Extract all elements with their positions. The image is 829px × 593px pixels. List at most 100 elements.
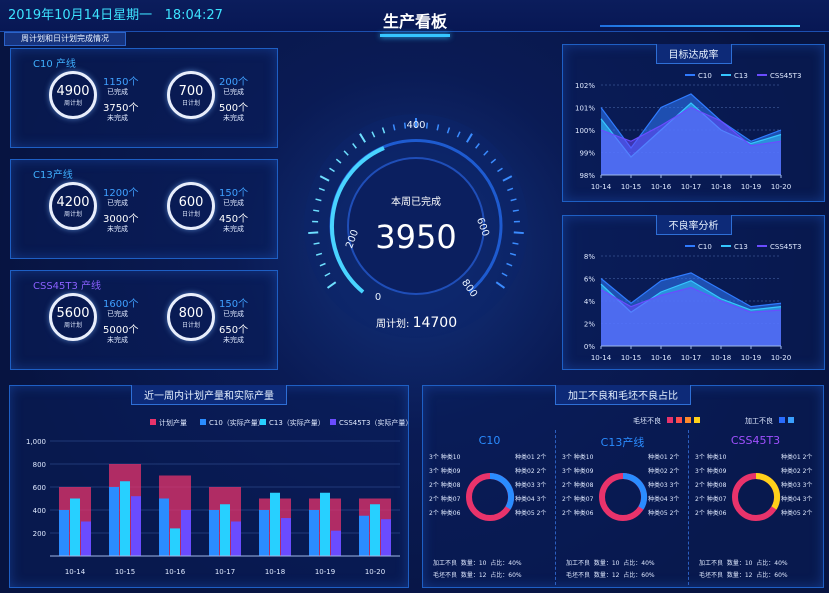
gauge-tick-mark	[318, 187, 325, 192]
ring-left-count: 3个	[429, 468, 439, 475]
bar-actual	[309, 510, 319, 556]
gauge-tick-mark	[456, 131, 461, 138]
day-undone: 450个	[219, 214, 249, 225]
weekly-output-title: 近一周内计划产量和实际产量	[131, 385, 287, 405]
gauge-plan-value: 14700	[412, 315, 458, 331]
bar-actual	[281, 518, 291, 556]
x-tick: 10-16	[651, 354, 672, 362]
defect-rate-title: 不良率分析	[655, 215, 732, 235]
week-done: 1200个	[103, 188, 139, 199]
week-undone: 3000个	[103, 214, 139, 225]
defect-rate-chart: C10 C13 CSS45T3 0% 2% 4% 6% 8% 10-14 10-15 10-16 10…	[584, 243, 802, 362]
week-plan-label: 周计划	[63, 322, 82, 329]
gauge-tick-mark	[319, 262, 326, 267]
x-tick: 10-19	[741, 183, 761, 191]
ring-right-label: 种类03 3个	[515, 480, 546, 489]
day-plan-ring: 800 日计划	[167, 293, 215, 341]
ring-process-row: 加工不良 数量：10 占比：40%	[699, 560, 788, 567]
bar-actual	[320, 492, 330, 556]
y-tick: 98%	[579, 172, 595, 180]
ring-raw-row: 毛坯不良 数量：12 占比：60%	[699, 572, 788, 579]
gauge-tick-mark	[506, 262, 513, 267]
ring-title: C13产线	[600, 436, 645, 449]
x-tick: 10-14	[591, 183, 612, 191]
line-panel: CSS45T3 产线 5600 周计划 1600个 已完成 5000个 未完成 8…	[10, 270, 278, 370]
gauge-tick-mark	[510, 198, 517, 202]
bar-actual	[381, 519, 391, 556]
ring-right-label: 种类04 3个	[648, 494, 679, 503]
ring-right-type: 种类05	[781, 510, 801, 517]
gauge-tick-mark	[495, 281, 506, 289]
x-tick: 10-19	[315, 568, 335, 576]
ring-left-type: 种类06	[706, 510, 727, 517]
ring-left-count: 2个	[562, 496, 572, 503]
legend-swatch	[260, 419, 266, 425]
ring-right-type: 种类02	[648, 468, 668, 475]
ring-process-row: 加工不良 数量：10 占比：40%	[566, 560, 655, 567]
header-bar	[0, 0, 829, 32]
ring-left-type: 种类07	[440, 496, 461, 503]
ring-right-label: 种类02 2个	[781, 466, 812, 475]
ring-left-type: 种类06	[573, 510, 594, 517]
ring-left-label: 3个 种类09	[562, 466, 593, 475]
gauge-tick-mark	[403, 122, 407, 129]
ring-right-type: 种类01	[781, 454, 801, 461]
ring-right-label: 种类01 2个	[781, 452, 812, 461]
x-tick: 10-15	[621, 183, 641, 191]
gauge-tick-mark	[475, 143, 480, 149]
x-tick: 10-18	[711, 354, 731, 362]
line-name: C10 产线	[33, 59, 76, 70]
ring-left-label: 2个 种类08	[562, 480, 593, 489]
ring-left-type: 种类07	[706, 496, 727, 503]
ring-left-count: 3个	[695, 468, 705, 475]
week-undone-label: 未完成	[107, 336, 128, 344]
gauge-tick-400: 400	[406, 120, 425, 131]
gauge-tick-mark	[425, 122, 429, 129]
x-tick: 10-20	[771, 354, 791, 362]
defects-title: 加工不良和毛坯不良占比	[555, 385, 691, 405]
gauge-tick-mark	[436, 124, 440, 131]
week-done-label: 已完成	[107, 88, 128, 96]
bar-actual	[159, 498, 169, 556]
ring-right-count: 2个	[802, 468, 813, 475]
ring-left-type: 种类10	[440, 454, 461, 461]
week-plan-ring: 4200 周计划	[49, 182, 97, 230]
ring-left-type: 种类08	[706, 482, 727, 489]
bar-actual	[270, 492, 280, 556]
gauge-tick-mark	[315, 252, 323, 256]
day-undone-label: 未完成	[223, 114, 244, 122]
ring-right-count: 2个	[536, 510, 547, 517]
legend-raw-defect: 毛坯不良	[633, 416, 701, 426]
line-name: C13产线	[33, 170, 73, 181]
ring-left-label: 2个 种类08	[429, 480, 460, 489]
ring-left-label: 2个 种类07	[429, 494, 460, 503]
day-plan-ring: 600 日计划	[167, 182, 215, 230]
ring-left-label: 2个 种类06	[562, 508, 593, 517]
bar-actual	[359, 515, 369, 556]
day-plan-value: 700	[178, 84, 204, 99]
y-tick: 6%	[584, 276, 595, 284]
page-title: 生产看板	[382, 12, 447, 31]
ring-right-label: 种类04 3个	[515, 494, 546, 503]
gauge-value: 3950	[375, 218, 457, 256]
ring-left-type: 种类08	[440, 482, 461, 489]
week-done: 1150个	[103, 77, 139, 88]
ring-left-count: 2个	[695, 482, 705, 489]
ring-right-type: 种类03	[515, 482, 535, 489]
ring-left-label: 3个 种类10	[695, 452, 726, 461]
gauge-tick-mark	[512, 209, 519, 212]
ring-right-count: 2个	[802, 510, 813, 517]
week-plan-ring: 4900 周计划	[49, 71, 97, 119]
header-accent-right	[600, 25, 800, 27]
defect-ring-group: C10 3个 种类10 3个 种类09 2个 种类08 2个 种类07 2个 种类06 种…	[423, 430, 556, 585]
week-plan-label: 周计划	[63, 211, 82, 218]
ring-right-label: 种类03 3个	[648, 480, 679, 489]
ring-left-type: 种类09	[440, 468, 461, 475]
week-plan-ring: 5600 周计划	[49, 293, 97, 341]
day-undone: 500个	[219, 103, 249, 114]
x-tick: 10-17	[681, 354, 701, 362]
legend-label: CSS45T3（实际产量）	[339, 418, 410, 427]
bar-actual	[220, 504, 230, 556]
gauge-tick-mark	[329, 167, 335, 173]
ring-right-type: 种类01	[515, 454, 535, 461]
